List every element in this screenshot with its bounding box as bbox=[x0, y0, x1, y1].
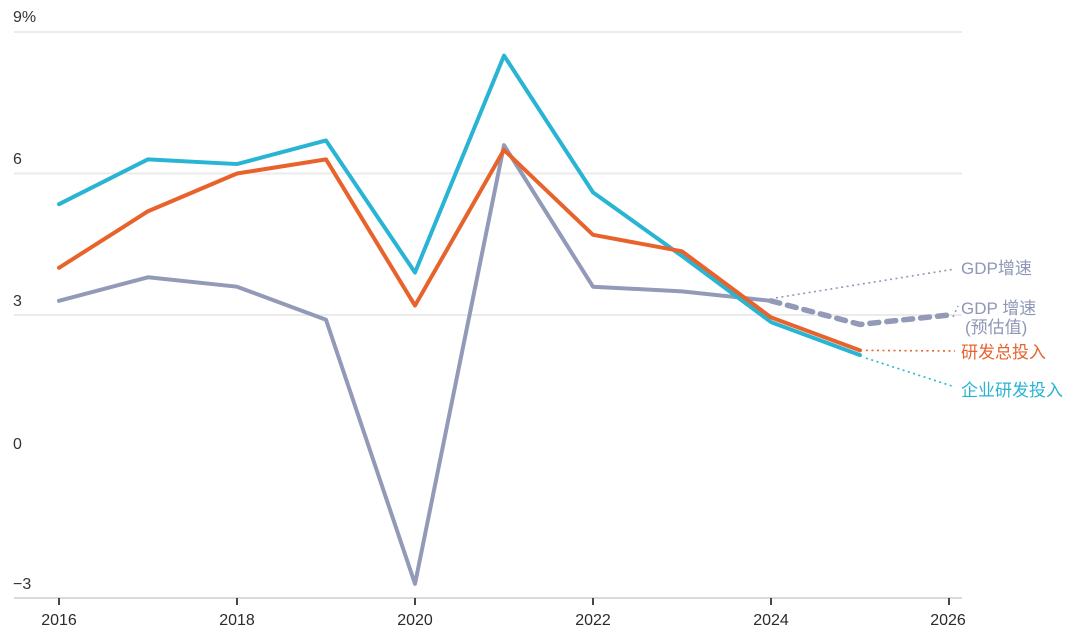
legend-rd-enterprise-label: 企业研发投入 bbox=[961, 381, 1063, 400]
series-line-gdp bbox=[57, 143, 773, 586]
y-axis-label-3: 3 bbox=[13, 293, 22, 310]
series-line-gdp_est bbox=[768, 298, 952, 328]
x-axis-label-2024: 2024 bbox=[753, 612, 789, 629]
y-axis-label-6: 6 bbox=[13, 151, 22, 168]
series-line-rd_enterprise bbox=[57, 53, 862, 358]
leader-gdp bbox=[775, 268, 956, 299]
legend-gdp-estimate-line1: GDP 增速 bbox=[961, 299, 1037, 318]
x-axis-label-2020: 2020 bbox=[397, 612, 433, 629]
y-axis-label-9: 9% bbox=[13, 9, 37, 26]
x-axis-label-2016: 2016 bbox=[41, 612, 77, 629]
x-axis-label-2026: 2026 bbox=[930, 612, 966, 629]
legend-gdp-estimate-line2: (预估值) bbox=[965, 318, 1028, 337]
series-line-rd_total bbox=[57, 147, 862, 353]
leader-rd-enterprise bbox=[865, 357, 956, 388]
leader-gdp-estimate bbox=[952, 305, 959, 318]
leader-rd-total bbox=[865, 349, 956, 352]
y-axis-label-minus3: −3 bbox=[13, 576, 32, 593]
x-axis-label-2022: 2022 bbox=[575, 612, 611, 629]
legend-rd-total-label: 研发总投入 bbox=[961, 343, 1046, 362]
legend-gdp-estimate-label: GDP 增速 (预估值) bbox=[961, 299, 1036, 337]
y-axis-label-0: 0 bbox=[13, 436, 22, 453]
legend-gdp-label: GDP增速 bbox=[961, 259, 1032, 278]
x-axis-label-2018: 2018 bbox=[219, 612, 255, 629]
